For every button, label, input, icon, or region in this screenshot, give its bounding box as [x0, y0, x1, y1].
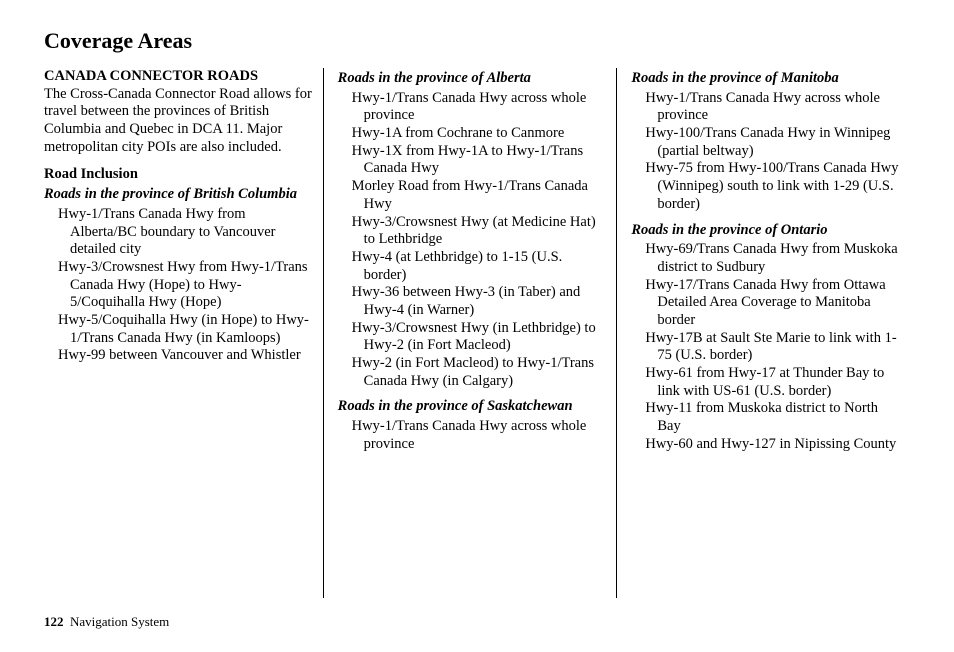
page-number: 122: [44, 614, 64, 629]
page-footer: 122 Navigation System: [44, 614, 169, 630]
on-road-list: Hwy-69/Trans Canada Hwy from Muskoka dis…: [631, 241, 900, 453]
list-item: Hwy-17B at Sault Ste Marie to link with …: [631, 330, 900, 365]
list-item: Hwy-4 (at Lethbridge) to 1-15 (U.S. bord…: [338, 249, 607, 284]
list-item: Hwy-99 between Vancouver and Whistler: [44, 347, 313, 365]
intro-paragraph: The Cross-Canada Connector Road allows f…: [44, 86, 313, 157]
canada-connector-heading: CANADA CONNECTOR ROADS: [44, 68, 313, 86]
bc-road-list: Hwy-1/Trans Canada Hwy from Alberta/BC b…: [44, 206, 313, 365]
column-2: Roads in the province of Alberta Hwy-1/T…: [323, 68, 617, 598]
list-item: Hwy-17/Trans Canada Hwy from Ottawa Deta…: [631, 277, 900, 330]
list-item: Hwy-1A from Cochrane to Canmore: [338, 125, 607, 143]
mb-heading: Roads in the province of Manitoba: [631, 70, 900, 88]
list-item: Morley Road from Hwy-1/Trans Canada Hwy: [338, 178, 607, 213]
list-item: Hwy-1/Trans Canada Hwy from Alberta/BC b…: [44, 206, 313, 259]
list-item: Hwy-1/Trans Canada Hwy across whole prov…: [338, 418, 607, 453]
page-title: Coverage Areas: [44, 28, 910, 54]
list-item: Hwy-61 from Hwy-17 at Thunder Bay to lin…: [631, 365, 900, 400]
list-item: Hwy-3/Crowsnest Hwy from Hwy-1/Trans Can…: [44, 259, 313, 312]
list-item: Hwy-3/Crowsnest Hwy (at Medicine Hat) to…: [338, 214, 607, 249]
ab-road-list: Hwy-1/Trans Canada Hwy across whole prov…: [338, 90, 607, 391]
mb-road-list: Hwy-1/Trans Canada Hwy across whole prov…: [631, 90, 900, 214]
list-item: Hwy-2 (in Fort Macleod) to Hwy-1/Trans C…: [338, 355, 607, 390]
list-item: Hwy-11 from Muskoka district to North Ba…: [631, 400, 900, 435]
list-item: Hwy-3/Crowsnest Hwy (in Lethbridge) to H…: [338, 320, 607, 355]
list-item: Hwy-60 and Hwy-127 in Nipissing County: [631, 436, 900, 454]
on-heading: Roads in the province of Ontario: [631, 222, 900, 240]
sk-heading: Roads in the province of Saskatchewan: [338, 398, 607, 416]
column-3: Roads in the province of Manitoba Hwy-1/…: [616, 68, 910, 598]
ab-heading: Roads in the province of Alberta: [338, 70, 607, 88]
list-item: Hwy-69/Trans Canada Hwy from Muskoka dis…: [631, 241, 900, 276]
list-item: Hwy-1/Trans Canada Hwy across whole prov…: [338, 90, 607, 125]
list-item: Hwy-100/Trans Canada Hwy in Winnipeg (pa…: [631, 125, 900, 160]
sk-road-list: Hwy-1/Trans Canada Hwy across whole prov…: [338, 418, 607, 453]
footer-label: Navigation System: [70, 614, 169, 629]
content-columns: CANADA CONNECTOR ROADS The Cross-Canada …: [44, 68, 910, 598]
list-item: Hwy-75 from Hwy-100/Trans Canada Hwy (Wi…: [631, 160, 900, 213]
list-item: Hwy-1X from Hwy-1A to Hwy-1/Trans Canada…: [338, 143, 607, 178]
list-item: Hwy-1/Trans Canada Hwy across whole prov…: [631, 90, 900, 125]
column-1: CANADA CONNECTOR ROADS The Cross-Canada …: [44, 68, 323, 598]
list-item: Hwy-5/Coquihalla Hwy (in Hope) to Hwy-1/…: [44, 312, 313, 347]
bc-heading: Roads in the province of British Columbi…: [44, 186, 313, 204]
road-inclusion-heading: Road Inclusion: [44, 166, 313, 184]
list-item: Hwy-36 between Hwy-3 (in Taber) and Hwy-…: [338, 284, 607, 319]
